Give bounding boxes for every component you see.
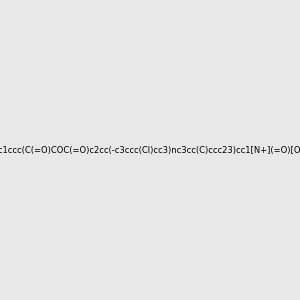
Text: Cc1ccc(C(=O)COC(=O)c2cc(-c3ccc(Cl)cc3)nc3cc(C)ccc23)cc1[N+](=O)[O-]: Cc1ccc(C(=O)COC(=O)c2cc(-c3ccc(Cl)cc3)nc…	[0, 146, 300, 154]
